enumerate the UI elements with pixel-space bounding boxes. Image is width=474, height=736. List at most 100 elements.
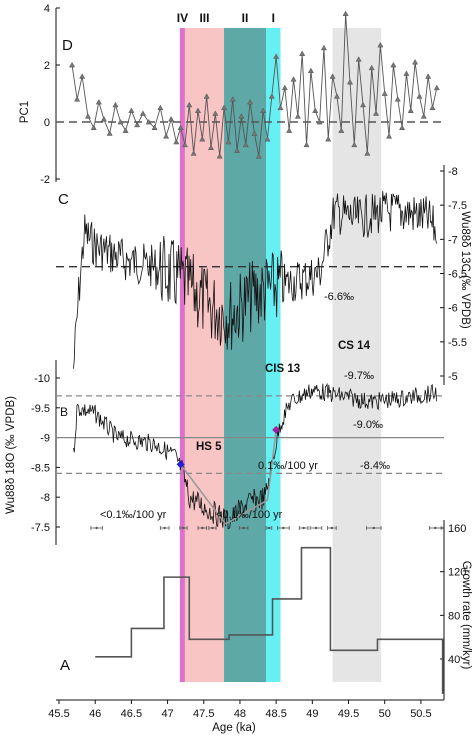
d18o-trend-line [266, 429, 277, 501]
pc1-point [79, 73, 86, 79]
panel-letter-c: C [58, 191, 69, 208]
pc1-point [320, 44, 327, 51]
growth-rate-step-line [95, 546, 444, 694]
pc1-point [316, 118, 323, 125]
d18o-tick-label: -8.5 [31, 462, 50, 474]
pc1-point [264, 135, 271, 142]
pc1-tick-label: -2 [40, 174, 50, 186]
d18o-event-marker [176, 460, 185, 469]
pc1-point [277, 104, 284, 111]
pc1-point [286, 127, 293, 133]
pc1-point [251, 130, 258, 136]
pc1-point [290, 76, 297, 82]
d18o-tick-label: -9.5 [31, 403, 50, 415]
axes: 45.5 46 46.5 47 47.5 48 48.5 49 49.5 50 50.5 -2 0 2 4 -… [31, 3, 467, 720]
x-tick-label: 48.5 [265, 708, 286, 720]
pc1-point [194, 107, 201, 113]
pc1-point [359, 101, 367, 108]
pc1-point [429, 104, 436, 111]
date-point [267, 526, 271, 530]
pc1-point [307, 67, 314, 74]
x-tick-label: 46 [89, 708, 101, 720]
x-tick-label: 49.5 [338, 708, 359, 720]
d13c-tick-label: -7.5 [448, 200, 467, 212]
band-grey [332, 28, 382, 682]
pc1-tick-label: 4 [44, 3, 50, 15]
band-ii [224, 28, 267, 682]
pc1-point [95, 98, 102, 105]
x-tick-label: 45.5 [48, 708, 69, 720]
pc1-point [207, 144, 215, 150]
pc1-point [139, 110, 146, 116]
pc1-point [377, 41, 384, 48]
date-point [314, 526, 318, 530]
pc1-point [84, 113, 91, 119]
pc1-point [225, 138, 232, 145]
date-point [330, 526, 334, 530]
pc1-point [122, 127, 129, 133]
pc1-point [346, 78, 353, 85]
pc1-point [403, 70, 410, 76]
series [69, 10, 444, 694]
pc1-point [106, 130, 113, 136]
date-point [201, 526, 204, 530]
pc1-point [368, 64, 375, 71]
pc1-point [112, 101, 119, 108]
pc1-point [425, 73, 432, 79]
d18o-level-label-3: -8.4‰ [360, 460, 390, 472]
pc1-axis-title: PC1 [19, 101, 31, 123]
panel-letter-a: A [60, 657, 70, 674]
date-point [282, 526, 285, 530]
pc1-point [281, 84, 288, 91]
pc1-point [260, 107, 267, 113]
pc1-point [351, 141, 358, 148]
x-tick-label: 48 [234, 708, 246, 720]
pc1-point [420, 113, 427, 119]
d13c-tick-label: -8 [448, 166, 458, 178]
d13c-axis-title: Wu88δ 13C (‰ VPDB) [459, 211, 471, 329]
pc1-point [134, 121, 141, 128]
pc1-point [342, 10, 349, 17]
date-point [372, 526, 376, 530]
pc1-point [273, 53, 280, 59]
d18o-series-line [73, 382, 437, 530]
pc1-point [90, 124, 97, 131]
pc1-point [303, 141, 310, 148]
d13c-tick-label: -5 [448, 371, 458, 383]
panel-letter-d: D [62, 37, 73, 54]
date-point [182, 526, 185, 530]
pc1-point [177, 124, 184, 131]
pc1-point [247, 98, 254, 105]
x-tick-label: 50 [379, 708, 391, 720]
d13c-tick-label: -7 [448, 234, 458, 246]
pc1-point [128, 107, 135, 113]
x-tick-label: 49 [306, 708, 318, 720]
pc1-point [229, 96, 236, 102]
pc1-point [238, 113, 245, 119]
pc1-point [234, 147, 241, 153]
pc1-point [242, 141, 249, 148]
x-axis-title: Age (ka) [212, 722, 256, 734]
pc1-tick-label: 0 [44, 117, 50, 129]
pc1-point [181, 141, 188, 148]
event-bands [179, 28, 382, 682]
pc1-point [294, 113, 301, 119]
growth-tick-label: 40 [448, 654, 460, 666]
trend-label-onset: 0.1‰/100 yr [258, 460, 318, 472]
date-point [211, 526, 214, 530]
d13c-series-line [73, 191, 437, 369]
pc1-point [355, 56, 362, 62]
pc1-point [255, 153, 262, 159]
d13c-tick-label: -5.5 [448, 337, 467, 349]
d18o-tick-label: -10 [34, 373, 50, 385]
d18o-event-marker [272, 425, 281, 434]
pc1-point [329, 73, 336, 79]
pc1-point [186, 101, 193, 108]
pc1-point [145, 118, 152, 125]
pc1-point [433, 84, 440, 91]
growth-rate-axis-title: Growth rate (mm/kyr) [460, 561, 472, 670]
growth-tick-label: 120 [448, 567, 466, 579]
growth-tick-label: 160 [448, 523, 466, 535]
d18o-trend-line [179, 463, 227, 525]
